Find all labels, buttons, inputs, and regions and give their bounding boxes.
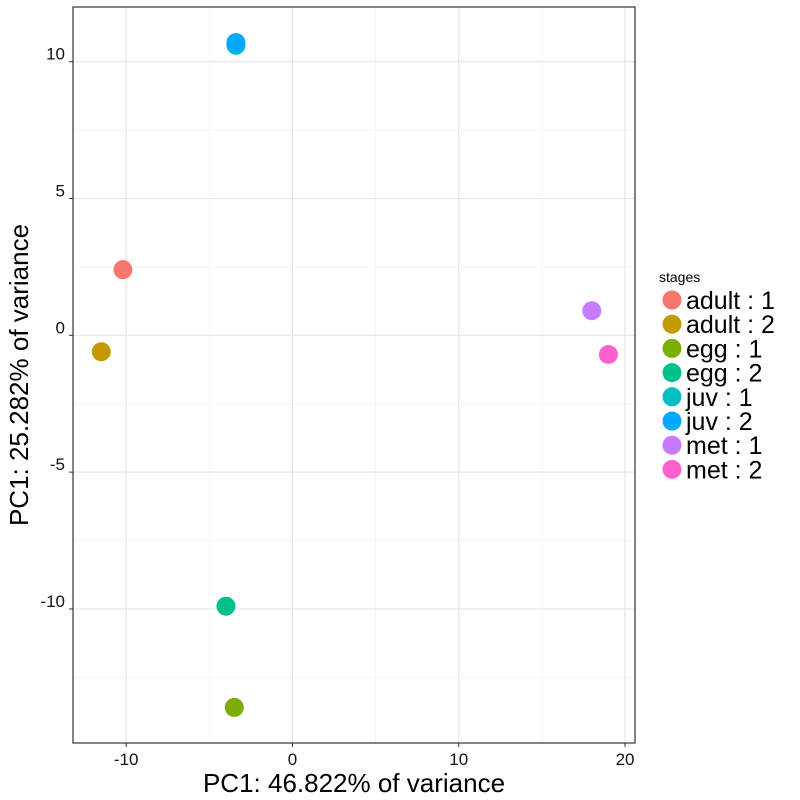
data-point (224, 697, 244, 717)
legend-key (662, 387, 682, 407)
data-point (91, 342, 111, 362)
legend-key (662, 459, 682, 479)
x-tick-label: -10 (114, 750, 139, 769)
legend-title: stages (659, 269, 700, 285)
plot-panel-background (73, 7, 635, 743)
legend-key (662, 411, 682, 431)
y-tick-label: -5 (50, 455, 65, 474)
data-point (216, 596, 236, 616)
legend-label: egg : 1 (686, 335, 762, 363)
y-tick-label: 0 (56, 318, 65, 337)
x-axis-title: PC1: 46.822% of variance (203, 768, 505, 798)
y-axis-title: PC1: 25.282% of variance (4, 224, 34, 526)
legend-label: adult : 1 (686, 287, 775, 315)
legend-label: adult : 2 (686, 311, 775, 339)
data-point (226, 33, 246, 53)
y-axis-ticks: -10 -5 0 5 10 (40, 45, 73, 611)
legend-key (662, 314, 682, 334)
legend-key (662, 435, 682, 455)
legend-key (662, 338, 682, 358)
x-tick-label: 10 (449, 750, 468, 769)
data-point (582, 301, 602, 321)
y-tick-label: -10 (40, 592, 65, 611)
x-axis-ticks: -10 0 10 20 (114, 743, 635, 769)
legend-label: met : 1 (686, 432, 762, 460)
legend-label: juv : 2 (685, 408, 753, 436)
x-tick-label: 0 (288, 750, 297, 769)
legend-key (662, 290, 682, 310)
legend-key (662, 363, 682, 383)
x-tick-label: 20 (616, 750, 635, 769)
data-point (113, 260, 133, 280)
data-points (91, 33, 618, 717)
data-point (598, 344, 618, 364)
y-tick-label: 10 (46, 45, 65, 64)
legend-label: egg : 2 (686, 360, 762, 388)
grid (73, 7, 635, 743)
legend-label: juv : 1 (685, 384, 753, 412)
plot-panel-border (72, 6, 636, 744)
legend-label: met : 2 (686, 456, 762, 484)
y-tick-label: 5 (56, 182, 65, 201)
